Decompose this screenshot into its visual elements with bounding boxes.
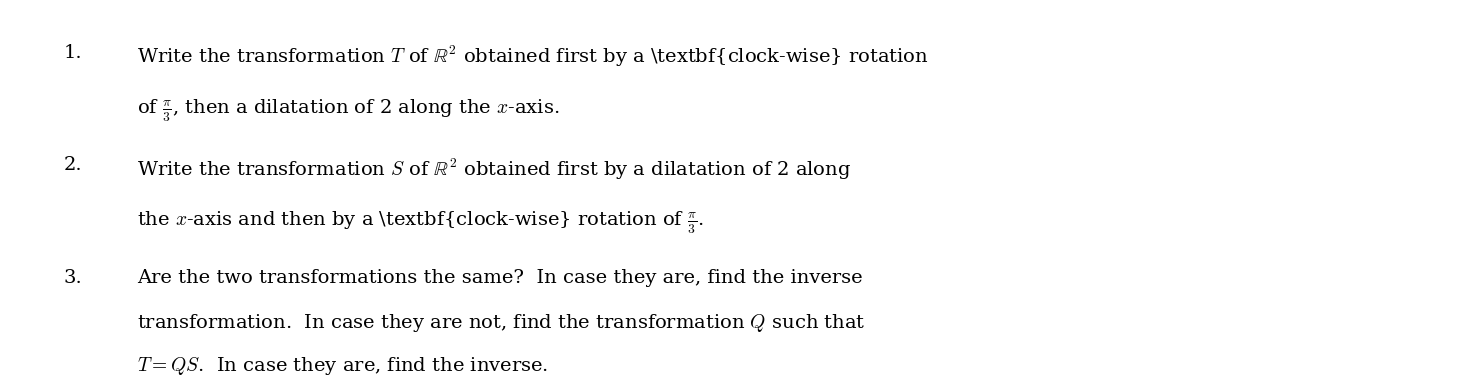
Text: $T = QS$.  In case they are, find the inverse.: $T = QS$. In case they are, find the inv… — [137, 355, 549, 377]
Text: Write the transformation $T$ of $\mathbb{R}^2$ obtained first by a \textbf{clock: Write the transformation $T$ of $\mathbb… — [137, 44, 929, 69]
Text: Are the two transformations the same?  In case they are, find the inverse: Are the two transformations the same? In… — [137, 269, 862, 287]
Text: the $x$-axis and then by a \textbf{clock-wise} rotation of $\frac{\pi}{3}$.: the $x$-axis and then by a \textbf{clock… — [137, 210, 703, 236]
Text: Write the transformation $S$ of $\mathbb{R}^2$ obtained first by a dilatation of: Write the transformation $S$ of $\mathbb… — [137, 157, 852, 182]
Text: transformation.  In case they are not, find the transformation $Q$ such that: transformation. In case they are not, fi… — [137, 312, 865, 334]
Text: of $\frac{\pi}{3}$, then a dilatation of 2 along the $x$-axis.: of $\frac{\pi}{3}$, then a dilatation of… — [137, 97, 559, 124]
Text: 3.: 3. — [64, 269, 82, 287]
Text: 2.: 2. — [64, 157, 82, 174]
Text: 1.: 1. — [64, 44, 82, 62]
